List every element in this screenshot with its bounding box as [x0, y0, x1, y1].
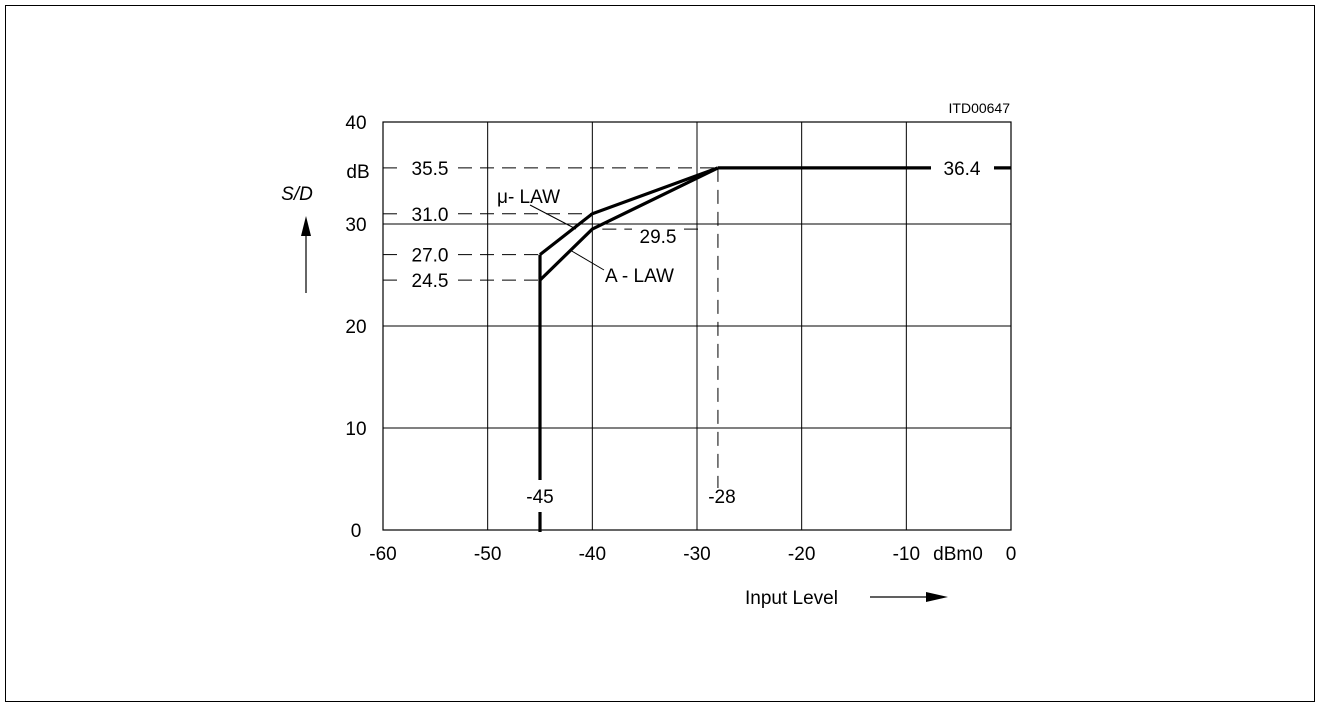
figure-id: ITD00647: [949, 100, 1011, 116]
y-axis-label: S/D: [281, 184, 313, 205]
y-tick-label: 30: [345, 215, 366, 236]
x-axis-unit: dBm0: [933, 544, 983, 565]
x-tick-label: -50: [474, 544, 501, 565]
value-label: 27.0: [412, 246, 449, 267]
y-axis-arrow-head: [301, 216, 311, 236]
x-tick-label: -30: [683, 544, 710, 565]
value-label: 31.0: [412, 205, 449, 226]
x-axis-arrow-head: [926, 592, 948, 602]
value-label: 35.5: [412, 159, 449, 180]
value-label: 24.5: [412, 271, 449, 292]
value-label: 29.5: [640, 227, 677, 248]
series-label-a-law: A - LAW: [605, 266, 674, 287]
series-label-mu-law: μ- LAW: [497, 187, 560, 208]
curves: [538, 166, 1011, 532]
a-law-curve: [538, 166, 719, 282]
leader-line: [529, 204, 577, 230]
leader-line: [569, 249, 605, 271]
x-tick-label: -10: [893, 544, 920, 565]
x-axis-label: Input Level: [745, 588, 838, 609]
y-tick-label: 40: [345, 113, 366, 134]
y-tick-label: 20: [345, 317, 366, 338]
x-marker-label: -28: [708, 487, 735, 508]
labels: ITD00647 S/D dB Input Level dBm0 -60 -50 -…: [281, 100, 1016, 609]
grid: [382, 121, 1012, 531]
x-tick-label: -40: [579, 544, 606, 565]
x-tick-label: -60: [369, 544, 396, 565]
y-axis-unit: dB: [346, 162, 369, 183]
x-marker-label: -45: [526, 487, 553, 508]
x-tick-label: 0: [1006, 544, 1017, 565]
value-label: 36.4: [944, 159, 981, 180]
mu-law-curve: [539, 166, 719, 256]
figure-frame: [5, 5, 1315, 702]
y-tick-label: 10: [345, 419, 366, 440]
dashed-guides: [383, 167, 719, 488]
x-tick-label: -20: [788, 544, 815, 565]
y-tick-label: 0: [351, 521, 362, 542]
